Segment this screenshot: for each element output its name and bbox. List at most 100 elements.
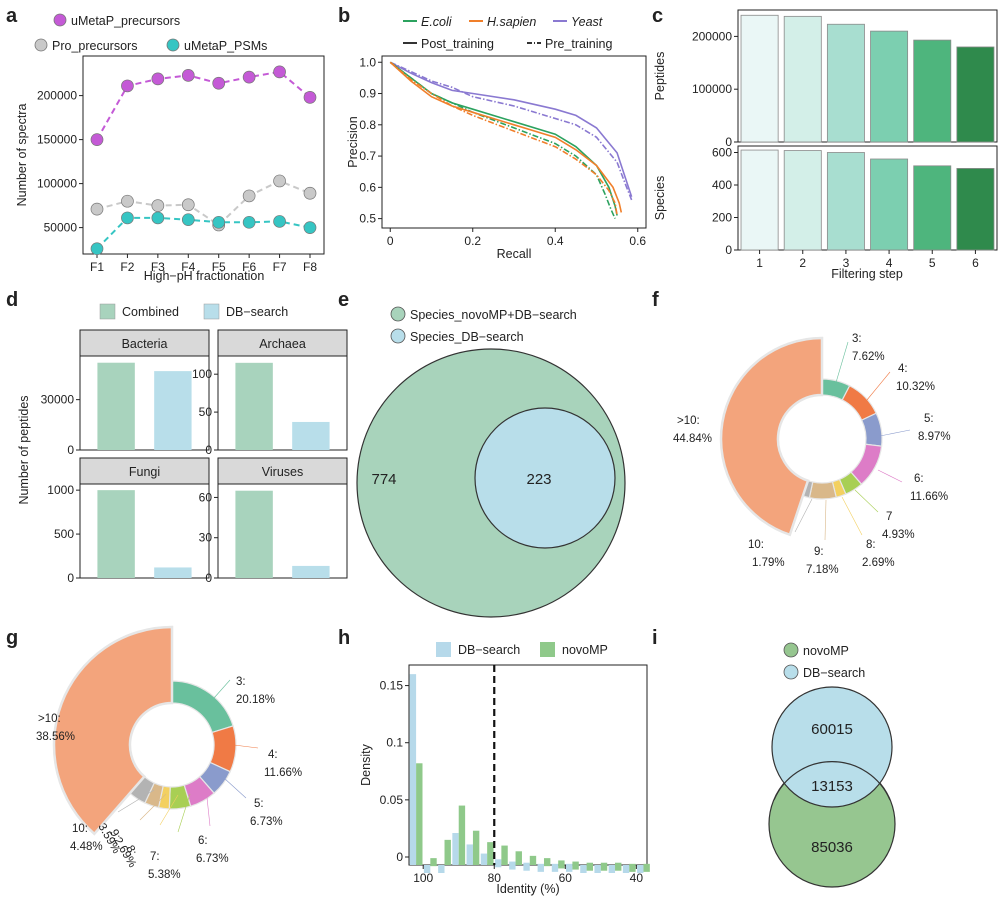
- b-curve-ecoli-pre-training: [389, 61, 616, 219]
- label-f-10-pct: 1.79%: [752, 557, 785, 569]
- b-curve-yeast-pre-training: [389, 61, 633, 201]
- a-xtick-5-label: F6: [242, 260, 256, 274]
- donut-g: [52, 625, 237, 836]
- d-frame-archaea: [217, 355, 348, 451]
- venn-e-inner: [474, 407, 616, 549]
- legend-d: Combined DB−search: [99, 303, 288, 320]
- h-ytick-2-label: 0.1: [386, 736, 403, 750]
- c-bar-peptides-2: [783, 15, 822, 143]
- legend-b: E.coli H.sapien Yeast Post_training Pre_…: [403, 15, 612, 51]
- h-bar-db-search-38: [637, 865, 644, 873]
- h-xtick-2-label: 60: [559, 871, 573, 885]
- c-bar-species-5: [913, 165, 952, 251]
- leader-g-6: [205, 787, 211, 827]
- h-bar-novomp-94: [444, 839, 451, 865]
- panel-g: 3: 20.18% 4: 11.66% 5: 6.73% 6: 6.73% 7:…: [36, 625, 302, 881]
- legend-label-db-search: DB−search: [226, 305, 288, 319]
- c-xtick-4-label: 5: [929, 256, 936, 270]
- label-f-8-key: 8:: [866, 539, 876, 551]
- label-g-5-pct: 6.73%: [250, 816, 283, 828]
- label-f-3-pct: 7.62%: [852, 351, 885, 363]
- b-ytick-2-label: 0.7: [359, 149, 376, 163]
- a-point-umetap-psms-F5: [212, 215, 226, 229]
- legend-marker-i-db-search: [783, 664, 799, 680]
- f-slice-4: [841, 384, 877, 421]
- series-b: [389, 61, 633, 219]
- h-bar-db-search-86: [466, 844, 473, 865]
- d-bacteria-ytick-1-label: 30000: [41, 393, 75, 407]
- panel-letter-a: a: [6, 5, 18, 27]
- c-peptides-ytick-2-label: 200000: [692, 29, 732, 43]
- h-bar-db-search-102: [409, 674, 417, 865]
- legend-marker-species-db: [390, 328, 406, 344]
- x-axis-title-a: High−pH fractionation: [144, 269, 265, 283]
- g-slice-gt10: [52, 625, 174, 836]
- label-g-5-key: 5:: [254, 798, 264, 810]
- legend-h: DB−search novoMP: [436, 642, 608, 657]
- b-ytick-0-label: 0.5: [359, 212, 376, 226]
- c-species-ytick-1-label: 200: [712, 211, 732, 225]
- h-bar-novomp-66: [543, 858, 551, 867]
- a-point-umetap-psms-F8: [303, 221, 317, 234]
- donut-f: [719, 336, 883, 537]
- panel-h: DB−search novoMP 00.050.10.15 100 80 60 40 …: [359, 642, 650, 896]
- c-species-ytick-3-label: 600: [712, 146, 732, 160]
- h-xtick-3-label: 40: [630, 871, 644, 885]
- d-fungi-ytick-2-label: 1000: [47, 483, 74, 497]
- panel-i: novoMP DB−search 60015 13153 85036: [768, 642, 896, 888]
- h-bar-novomp-102: [416, 763, 423, 865]
- label-f-6-pct: 11.66%: [910, 491, 948, 503]
- c-bar-species-3: [826, 152, 865, 251]
- c-xtick-2-label: 3: [843, 256, 850, 270]
- legend-swatch-h-novomp: [540, 642, 555, 657]
- d-frame-bacteria: [79, 355, 210, 451]
- y-axis-title-a: Number of spectra: [15, 104, 29, 207]
- panel-c: 0 100000 200000 0 200 400 600 1 2 3 4 5 6 Peptides…: [653, 9, 998, 281]
- labels-g: 3: 20.18% 4: 11.66% 5: 6.73% 6: 6.73% 7:…: [36, 676, 302, 881]
- legend-swatch-db-search: [203, 303, 220, 320]
- panel-d: Combined DB−search Bacteria030000Archaea…: [17, 303, 348, 585]
- d-archaea-ytick-2-label: 100: [192, 367, 212, 381]
- h-bar-novomp-42: [629, 863, 636, 872]
- panel-letter-h: h: [338, 627, 350, 649]
- panel-b: E.coli H.sapien Yeast Post_training Pre_…: [346, 15, 647, 261]
- c-xtick-3-label: 4: [886, 256, 893, 270]
- label-f-gt10-key: >10:: [677, 415, 700, 427]
- panel-letter-f: f: [652, 289, 659, 311]
- panel-letter-e: e: [338, 289, 349, 311]
- a-point-umetap-psms-F1: [90, 242, 104, 256]
- h-bar-novomp-54: [586, 862, 594, 871]
- h-bar-novomp-62: [558, 860, 565, 869]
- a-point-umetap-precursors-F4: [181, 69, 195, 82]
- a-xtick-0-label: F1: [90, 260, 104, 274]
- panel-e: Species_novoMP+DB−search Species_DB−sear…: [356, 306, 626, 618]
- d-fungi-ytick-1-label: 500: [54, 527, 74, 541]
- d-frame-fungi: [79, 483, 210, 579]
- venn-i-bottom-outline: [773, 761, 891, 801]
- legend-label-umetap-precursors: uMetaP_precursors: [71, 14, 180, 28]
- legend-label-h-db-search: DB−search: [458, 643, 520, 657]
- c-bar-species-6: [956, 168, 995, 251]
- legend-marker-umetap-precursors: [53, 13, 67, 27]
- h-bar-db-search-50: [594, 865, 601, 873]
- d-strip-viruses: [217, 457, 348, 485]
- h-bar-novomp-90: [458, 805, 466, 865]
- venn-e-outer-count: 774: [371, 471, 396, 488]
- a-point-umetap-psms-F7: [273, 215, 286, 228]
- d-bar-archaea-db-search: [292, 421, 330, 450]
- label-g-3-pct: 20.18%: [236, 694, 275, 706]
- d-strip-label-viruses: Viruses: [262, 465, 303, 479]
- panel-letter-c: c: [652, 5, 663, 27]
- legend-marker-i-novomp: [783, 642, 799, 658]
- a-point-umetap-psms-F4: [181, 213, 195, 227]
- venn-i-top-count: 60015: [811, 721, 853, 738]
- leader-f-4: [861, 371, 891, 407]
- h-bar-db-search-54: [580, 865, 587, 873]
- a-point-pro-precursors-F6: [242, 189, 256, 203]
- panel-letter-d: d: [6, 289, 18, 311]
- legend-swatch-combined: [99, 303, 116, 320]
- h-xtick-0-label: 100: [413, 871, 433, 885]
- a-line-pro-precursors: [96, 179, 311, 227]
- c-xtick-5-label: 6: [972, 256, 979, 270]
- label-g-7-pct: 5.38%: [148, 869, 181, 881]
